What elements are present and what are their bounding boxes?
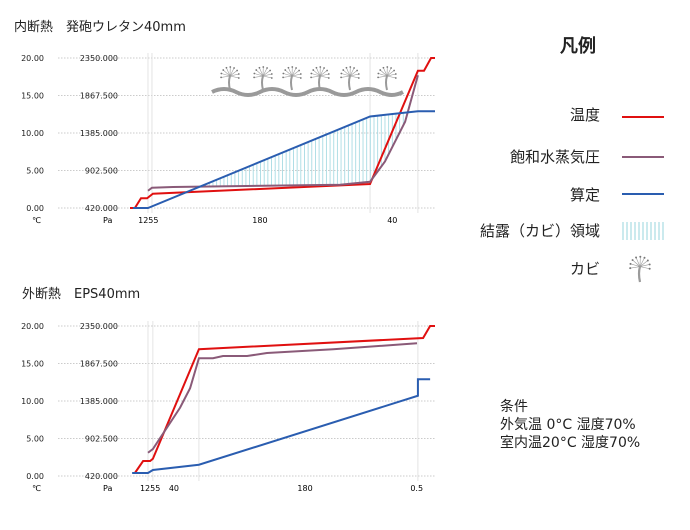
chart2-title: 外断熱 EPS40mm: [22, 287, 141, 302]
y-tick-label-pa: 1385.000: [80, 397, 118, 406]
y-tick-label: 10.00: [21, 129, 44, 138]
y-tick-label-pa: 902.500: [85, 167, 118, 176]
conditions-title: 条件: [500, 399, 528, 415]
conditions-indoor: 室内温20°C 湿度70%: [500, 435, 641, 451]
series-saturation: [147, 74, 419, 192]
y-unit-label-pa: Pa: [103, 216, 112, 225]
x-tick-label: 0.5: [410, 484, 423, 493]
y-tick-label: 10.00: [21, 397, 44, 406]
mold-icon: [282, 66, 302, 91]
y-tick-label-pa: 420.000: [85, 472, 118, 481]
mold-icon: [220, 66, 240, 91]
x-tick-label: 40: [387, 216, 397, 225]
y-tick-label: 15.00: [21, 92, 44, 101]
mold-icon: [253, 66, 273, 91]
y-tick-label: 0.00: [26, 204, 44, 213]
x-tick-label: 180: [252, 216, 267, 225]
series-calculated: [133, 110, 435, 209]
chart1-title: 内断熱 発砲ウレタン40mm: [14, 20, 186, 35]
x-tick-label: 40: [169, 484, 179, 493]
mold-icon: [340, 66, 360, 91]
legend-mold-icon: [629, 255, 651, 283]
x-tick-label: 180: [297, 484, 312, 493]
conditions: 条件 外気温 0°C 湿度70% 室内温20°C 湿度70%: [500, 398, 640, 452]
y-tick-label: 0.00: [26, 472, 44, 481]
y-tick-label-pa: 420.000: [85, 204, 118, 213]
series-saturation: [147, 342, 418, 454]
y-tick-label-pa: 1867.500: [80, 92, 118, 101]
y-unit-label-pa: Pa: [103, 484, 112, 493]
series-temperature: [134, 325, 435, 474]
y-tick-label: 15.00: [21, 360, 44, 369]
series-temperature: [130, 57, 435, 209]
legend-title: 凡例: [560, 36, 596, 57]
legend-saturation: 飽和水蒸気圧: [509, 148, 600, 166]
y-tick-label: 20.00: [21, 322, 44, 331]
y-tick-label-pa: 2350.000: [80, 54, 118, 63]
legend-temperature: 温度: [569, 106, 600, 124]
y-tick-label-pa: 902.500: [85, 435, 118, 444]
mold-substrate: [211, 87, 404, 97]
y-unit-label: ℃: [32, 484, 41, 493]
y-tick-label-pa: 1867.500: [80, 360, 118, 369]
y-tick-label: 20.00: [21, 54, 44, 63]
y-tick-label: 5.00: [26, 435, 44, 444]
y-tick-label-pa: 1385.000: [80, 129, 118, 138]
y-unit-label: ℃: [32, 216, 41, 225]
y-tick-label-pa: 2350.000: [80, 322, 118, 331]
legend-condensation: 結露（カビ）領域: [479, 222, 600, 240]
conditions-outdoor: 外気温 0°C 湿度70%: [500, 417, 636, 433]
mold-icon: [377, 66, 397, 91]
y-tick-label: 5.00: [26, 167, 44, 176]
x-tick-label: 1255: [138, 216, 158, 225]
legend-mold: カビ: [569, 260, 600, 278]
series-calculated: [132, 378, 431, 474]
legend-calculated: 算定: [569, 186, 600, 204]
x-tick-label: 1255: [140, 484, 160, 493]
mold-icon: [310, 66, 330, 91]
